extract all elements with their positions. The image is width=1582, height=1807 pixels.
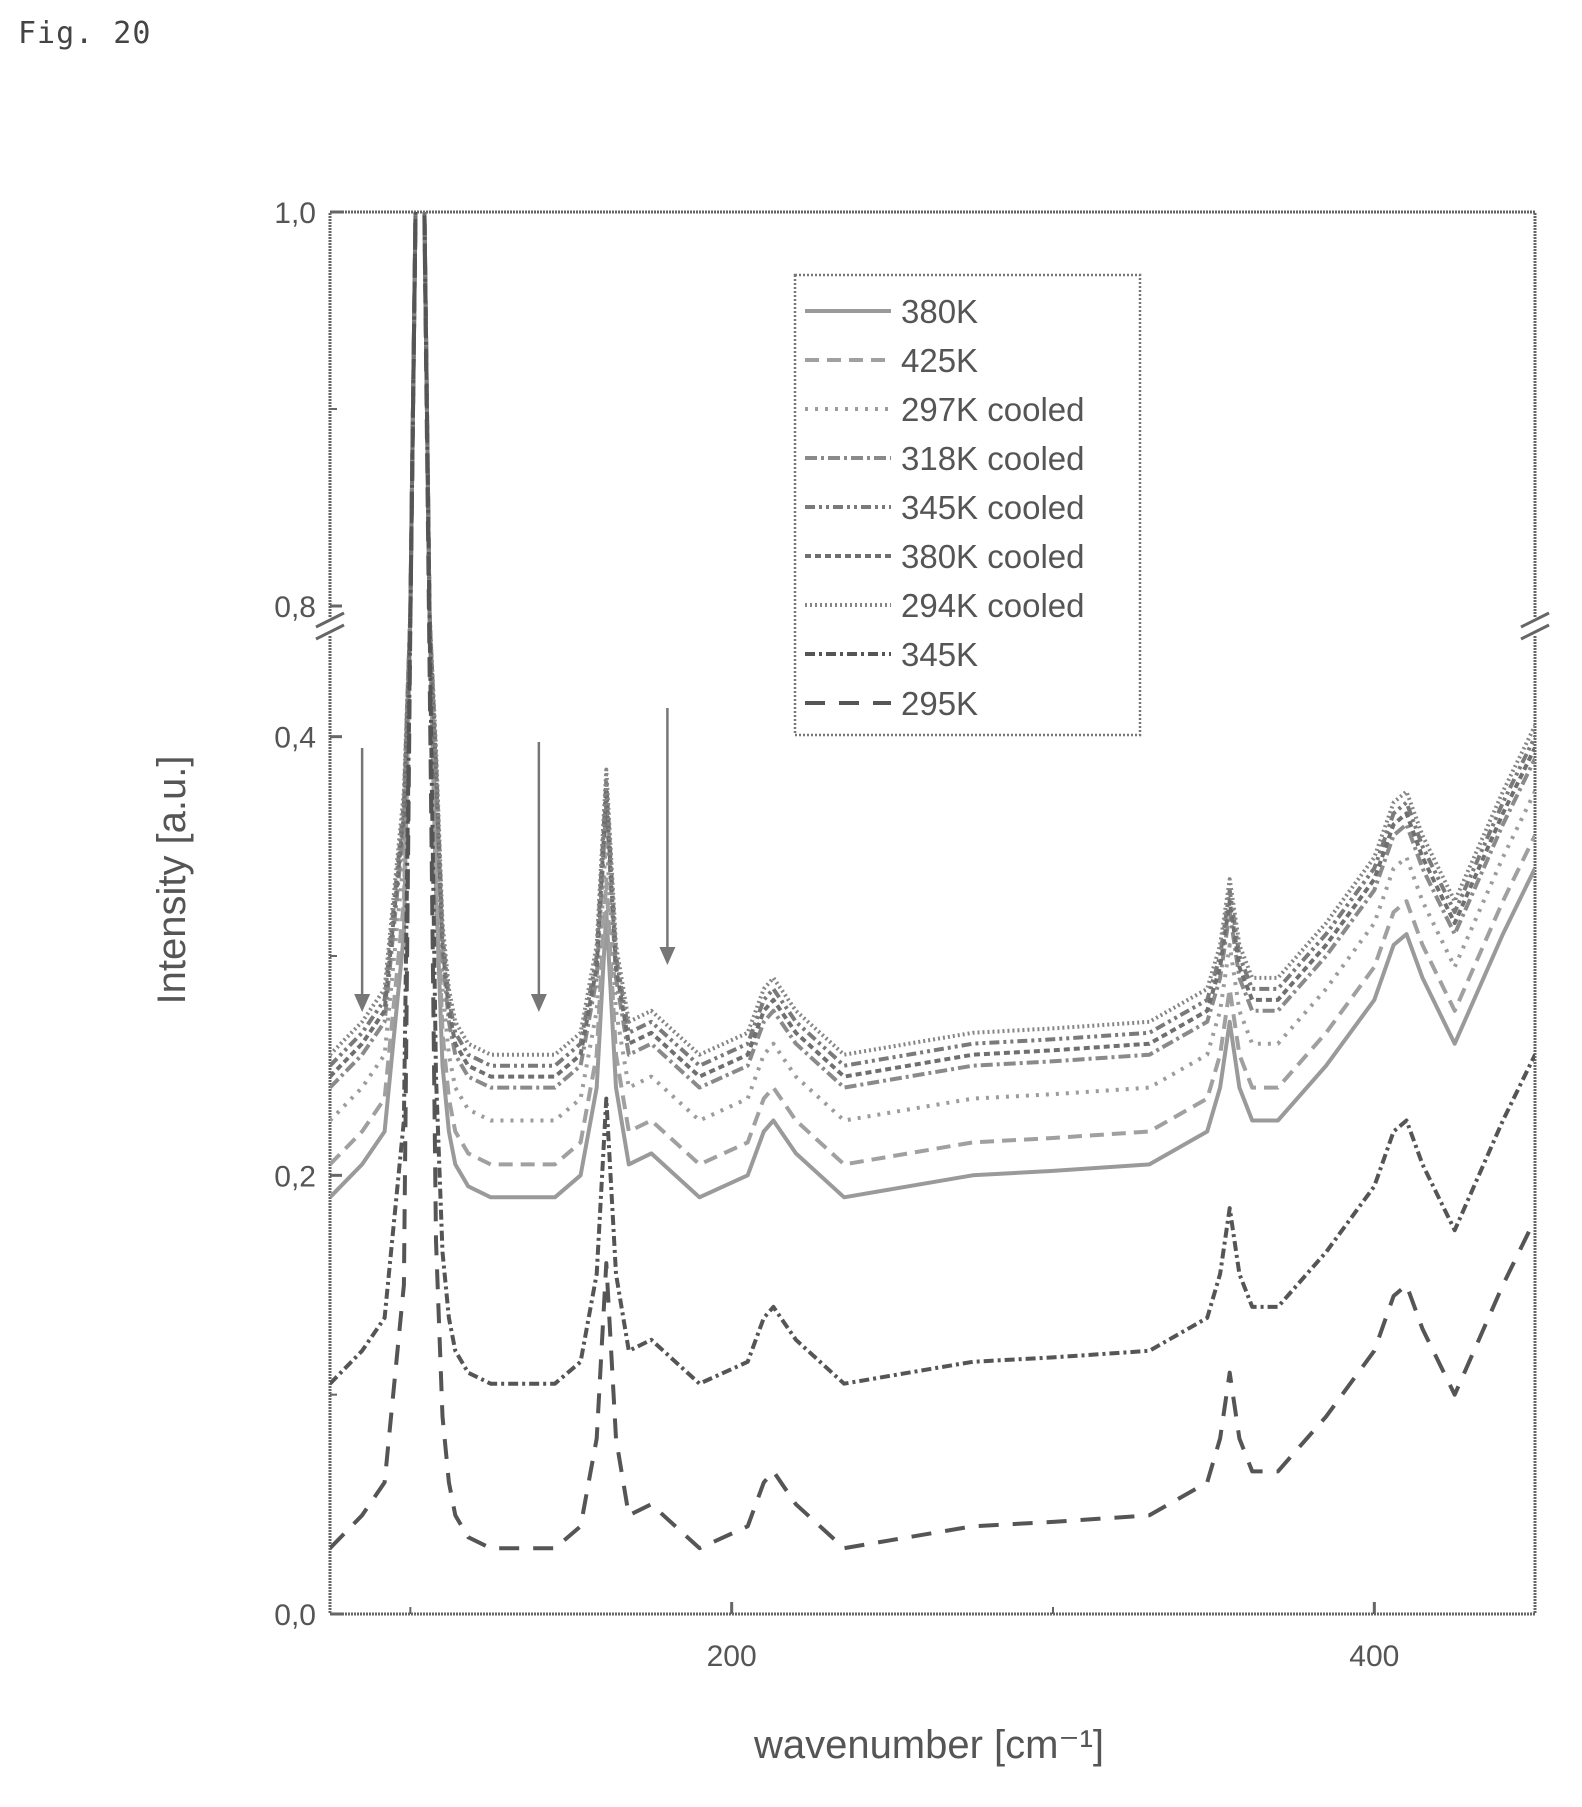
series-line bbox=[330, 212, 1535, 1079]
series-lines bbox=[330, 212, 1535, 1551]
series-line bbox=[330, 212, 1535, 1551]
series-line bbox=[330, 212, 1535, 1090]
annotation-arrow-head bbox=[354, 994, 371, 1012]
legend-label: 294K cooled bbox=[901, 587, 1084, 624]
y-tick-label: 0,0 bbox=[274, 1599, 316, 1632]
y-tick-label: 1,0 bbox=[274, 197, 316, 230]
legend-box bbox=[793, 273, 1142, 737]
legend-label: 345K bbox=[901, 636, 978, 673]
right-axis-break-mark-upper bbox=[1520, 611, 1550, 629]
legend-label: 295K bbox=[901, 685, 978, 722]
y-axis-title: Intensity [a.u.] bbox=[150, 755, 194, 1004]
legend: 380K 425K 297K cooled 318K cooled 345K coole… bbox=[793, 273, 1142, 737]
series-line bbox=[330, 212, 1535, 1386]
series-line bbox=[330, 212, 1535, 1057]
y-tick-label: 0,4 bbox=[274, 722, 316, 755]
x-tick-label: 200 bbox=[707, 1640, 757, 1673]
left-axis-break-mark-lower bbox=[315, 623, 345, 641]
left-axis-break-mark-upper bbox=[315, 611, 345, 629]
x-tick-label: 400 bbox=[1349, 1640, 1399, 1673]
legend-label: 380K cooled bbox=[901, 538, 1084, 575]
legend-label: 345K cooled bbox=[901, 489, 1084, 526]
plot-axes bbox=[315, 210, 1550, 1616]
annotation-arrows bbox=[354, 708, 676, 1012]
y-tick-label: 0,2 bbox=[274, 1160, 316, 1193]
plot-frame bbox=[328, 210, 1537, 1616]
figure-label: Fig. 20 bbox=[18, 16, 152, 51]
annotation-arrow-head bbox=[659, 947, 676, 965]
legend-label: 318K cooled bbox=[901, 440, 1084, 477]
legend-label: 425K bbox=[901, 342, 978, 379]
tick-labels: 0,0 0,2 0,4 0,8 1,0 200 400 bbox=[274, 197, 1399, 1673]
legend-label: 380K bbox=[901, 293, 978, 330]
legend-label: 297K cooled bbox=[901, 391, 1084, 428]
right-axis-break-mark-lower bbox=[1520, 623, 1550, 641]
x-axis-title: wavenumber [cm⁻¹] bbox=[753, 1723, 1104, 1767]
annotation-arrow-head bbox=[530, 994, 547, 1012]
y-tick-label: 0,8 bbox=[274, 591, 316, 624]
